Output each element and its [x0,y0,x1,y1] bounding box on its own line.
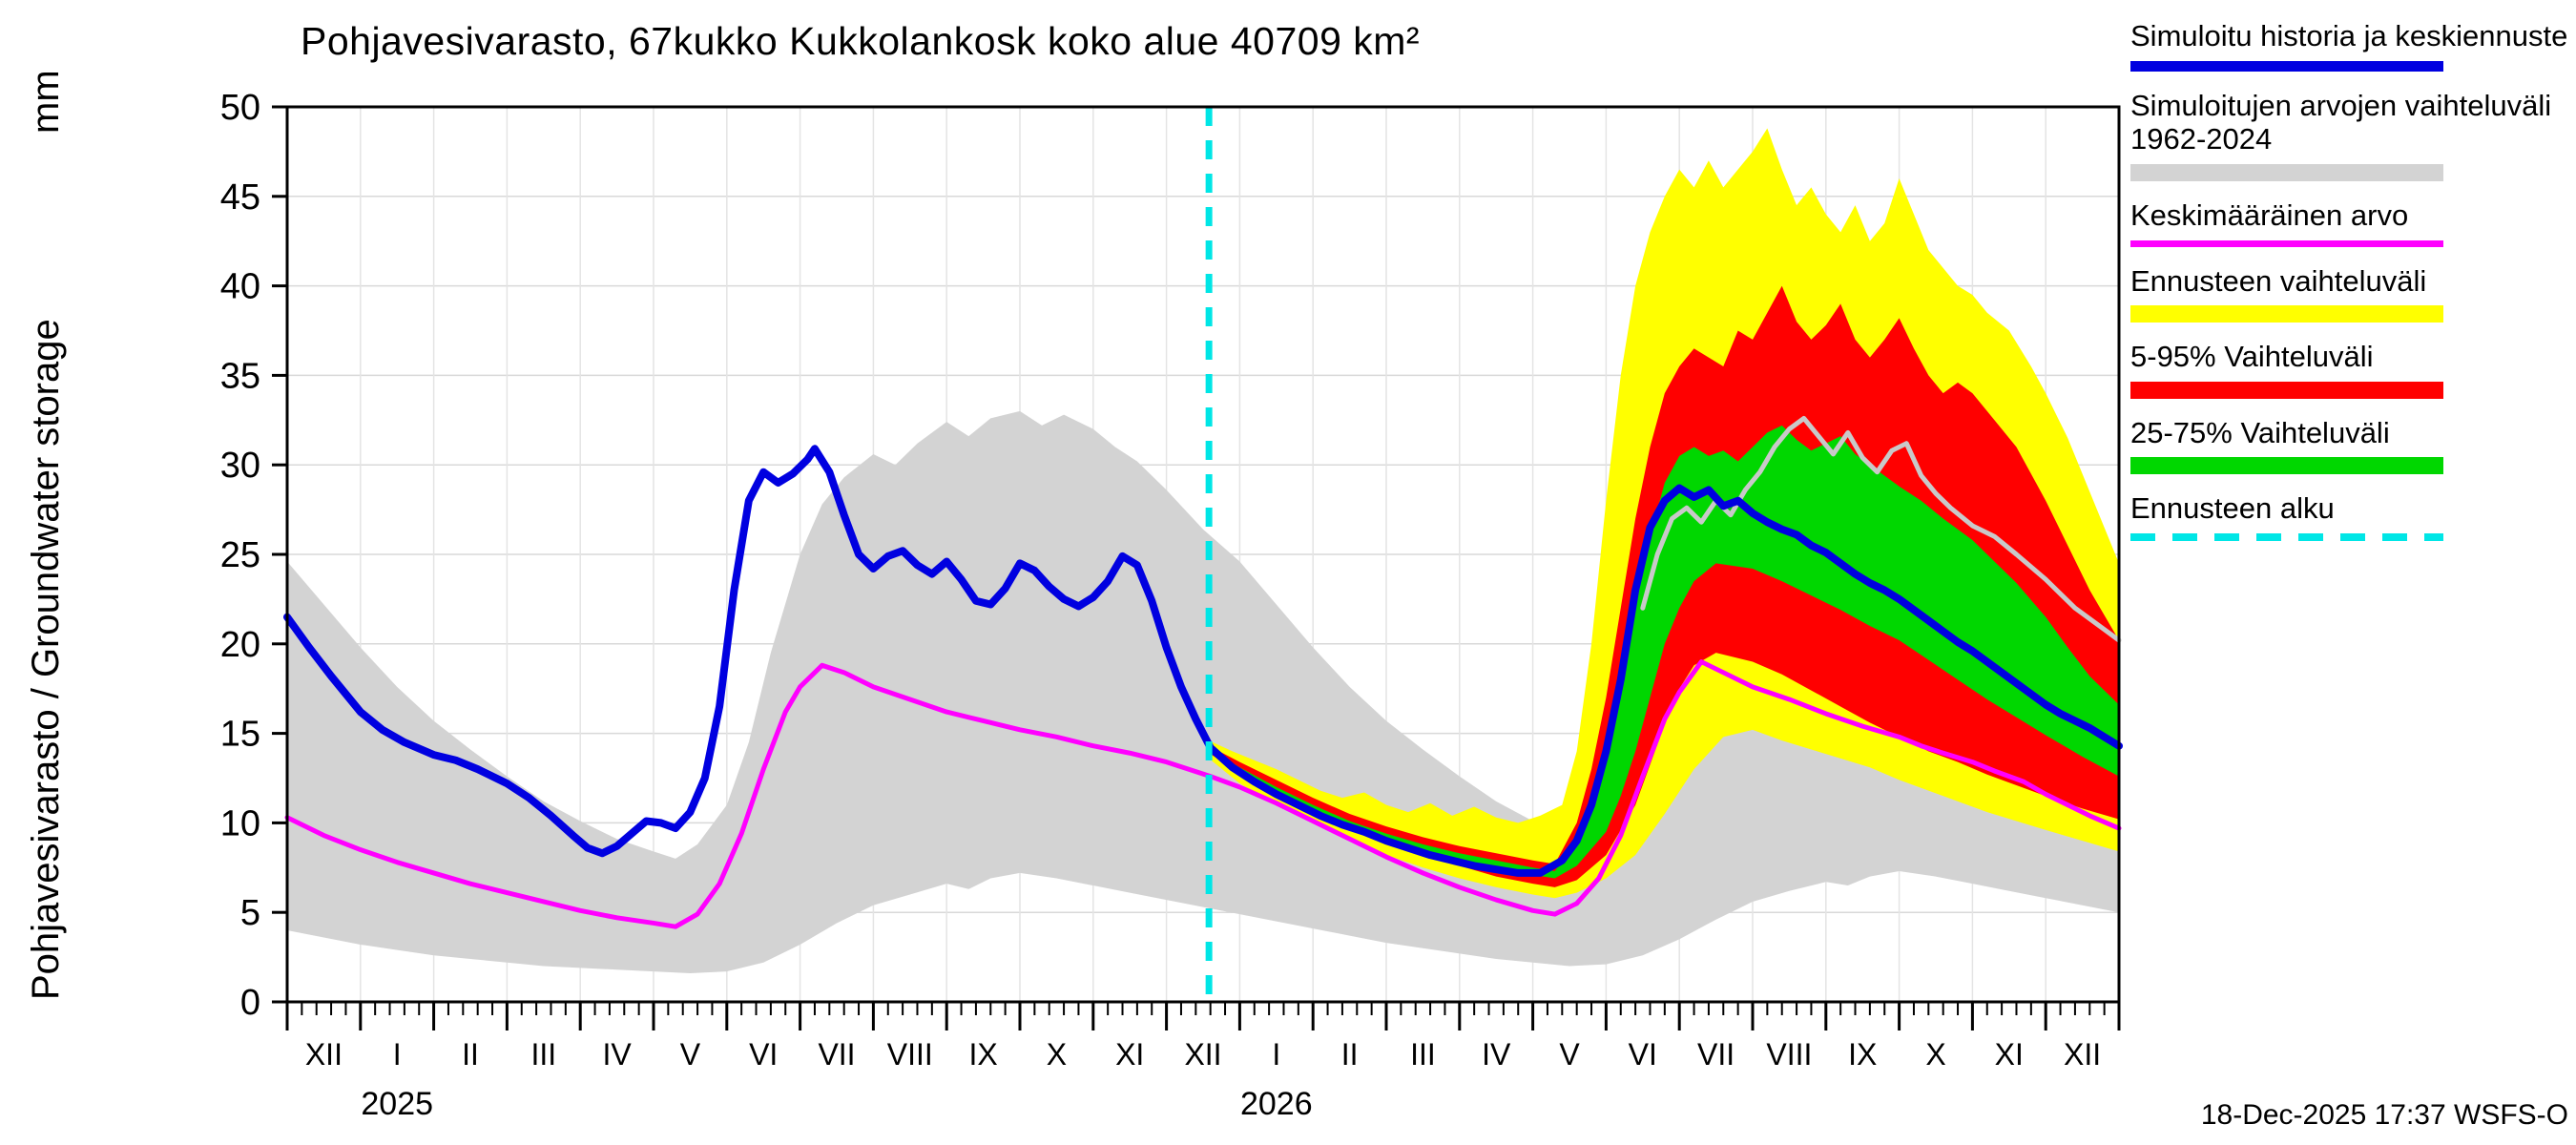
y-axis-unit-label: mm [25,70,67,134]
x-year-label: 2025 [361,1086,433,1122]
y-tick-label: 50 [220,88,260,128]
line-simuloitu-mediaani-ennustejakso-harmaa [1640,415,2122,643]
x-month-label: II [1341,1037,1359,1072]
legend-label: Simuloitu historia ja keskiennuste [2130,19,2568,52]
y-tick-label: 20 [220,625,260,665]
legend-swatch-line [2130,60,2443,72]
y-axis-label: Pohjavesivarasto / Groundwater storage [25,319,67,1000]
x-month-label: V [680,1037,701,1072]
legend-entry: Ennusteen alku [2130,491,2571,542]
y-tick-label: 0 [240,983,260,1023]
legend-swatch-band [2130,381,2443,399]
y-tick-label: 5 [240,893,260,933]
legend-entry: 5-95% Vaihteluväli [2130,340,2571,399]
band-simuloitujen-arvojen-vaihteluvali-1962-2024 [287,410,2119,973]
x-month-label: V [1559,1037,1580,1072]
y-tick-label: 30 [220,446,260,486]
x-month-label: VII [818,1037,855,1072]
x-month-label: XI [1995,1037,2024,1072]
x-month-label: III [1410,1037,1436,1072]
y-tick-label: 40 [220,267,260,307]
line-simuloitu-historia-ja-keskiennuste [283,445,2123,877]
legend-entry: 25-75% Vaihteluväli [2130,416,2571,475]
x-month-label: XII [305,1037,343,1072]
legend: Simuloitu historia ja keskiennuste Simulo… [2130,19,2571,558]
x-month-label: XI [1115,1037,1144,1072]
x-year-label: 2026 [1240,1086,1313,1122]
legend-swatch-band [2130,457,2443,475]
band-vaihteluvali-25-75 [1209,425,2119,879]
line-keskimaarainen-arvo [284,659,2122,929]
x-month-label: X [1925,1037,1945,1072]
x-month-label: II [462,1037,479,1072]
legend-entry: Keskimääräinen arvo [2130,198,2571,247]
legend-label: 5-95% Vaihteluväli [2130,340,2374,374]
chart-title: Pohjavesivarasto, 67kukko Kukkolankosk k… [301,19,1421,63]
legend-label: Ennusteen alku [2130,491,2335,526]
x-month-label: IX [1848,1037,1877,1072]
x-month-label: I [393,1037,402,1072]
legend-swatch-band [2130,305,2443,323]
y-tick-label: 45 [220,177,260,218]
x-month-label: VIII [887,1037,933,1072]
legend-label: 25-75% Vaihteluväli [2130,415,2390,449]
legend-entry: Simuloitu historia ja keskiennuste [2130,19,2571,72]
x-month-label: IX [968,1037,997,1072]
legend-entry: Ennusteen vaihteluväli [2130,264,2571,323]
x-month-label: VIII [1766,1037,1812,1072]
x-month-label: I [1272,1037,1280,1072]
x-month-label: VI [749,1037,778,1072]
legend-label: Simuloitujen arvojen vaihteluväli 1962-2… [2130,88,2552,156]
legend-label: Ennusteen vaihteluväli [2130,263,2427,298]
legend-swatch-line [2130,239,2443,247]
x-month-label: VII [1697,1037,1735,1072]
x-month-label: IV [1482,1037,1511,1072]
legend-entry: Simuloitujen arvojen vaihteluväli 1962-2… [2130,89,2571,181]
legend-swatch-band [2130,163,2443,181]
x-month-label: III [530,1037,556,1072]
legend-label: Keskimääräinen arvo [2130,198,2409,232]
y-tick-label: 15 [220,715,260,755]
legend-swatch-dashed [2130,533,2443,542]
y-tick-label: 35 [220,356,260,396]
x-month-label: IV [602,1037,632,1072]
x-month-label: X [1047,1037,1067,1072]
y-tick-label: 10 [220,803,260,843]
y-tick-label: 25 [220,535,260,575]
x-month-label: VI [1629,1037,1657,1072]
x-month-label: XII [2064,1037,2101,1072]
timestamp-watermark: 18-Dec-2025 17:37 WSFS-O [2200,1099,2568,1131]
x-month-label: XII [1184,1037,1221,1072]
